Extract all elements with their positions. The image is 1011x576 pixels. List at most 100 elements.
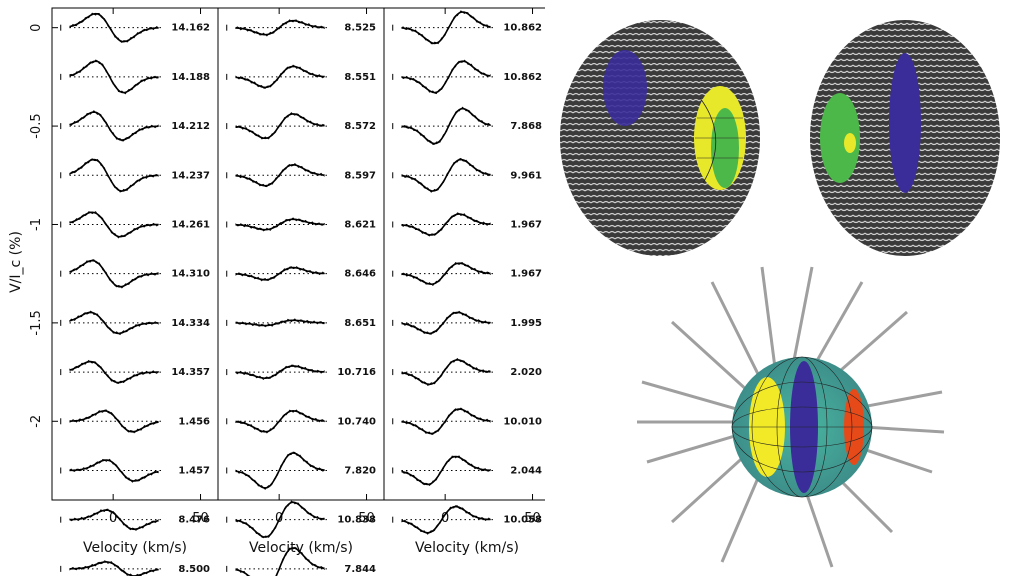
phase-label: 8.651 xyxy=(344,318,376,329)
phase-label: 8.572 xyxy=(344,121,376,132)
model-profile-line xyxy=(401,107,491,145)
y-tick-label: -2 xyxy=(29,415,44,428)
phase-label: 2.020 xyxy=(510,367,542,378)
observed-profile-line xyxy=(401,212,491,237)
observed-profile-line xyxy=(69,158,159,193)
phase-label: 10.010 xyxy=(503,416,542,427)
observed-profile-line xyxy=(69,508,159,531)
phase-label: 1.456 xyxy=(178,416,210,427)
model-profile-line xyxy=(235,218,325,231)
observed-profile-line xyxy=(235,500,325,539)
observed-profile-line xyxy=(401,261,491,286)
phase-label: 8.646 xyxy=(344,269,376,280)
phase-label: 14.237 xyxy=(171,170,210,181)
x-tick-label: 0 xyxy=(109,511,117,526)
model-profile-line xyxy=(69,111,159,141)
y-tick-label: 0 xyxy=(29,24,44,32)
observed-profile-line xyxy=(235,163,325,188)
phase-label: 7.820 xyxy=(344,465,376,476)
stokes-v-profile-chart: 0 50 Velocity (km/s) 14.162 14.188 14.212 14.2… xyxy=(8,7,545,576)
model-profile-line xyxy=(401,213,491,236)
observed-profile-line xyxy=(235,318,325,328)
magnetic-field-globe-image-2 xyxy=(810,20,1000,256)
observed-profile-line xyxy=(401,10,491,45)
observed-profile-line xyxy=(69,211,159,239)
model-profile-line xyxy=(235,409,325,433)
phase-label: 10.862 xyxy=(503,23,542,34)
x-axis-label: Velocity (km/s) xyxy=(83,540,187,556)
observed-profile-line xyxy=(401,407,491,435)
phase-label: 10.058 xyxy=(503,515,542,526)
model-profile-line xyxy=(69,60,159,94)
observed-profile-line xyxy=(235,64,325,89)
model-profile-line xyxy=(401,359,491,386)
phase-label: 14.162 xyxy=(171,23,210,34)
model-profile-line xyxy=(401,158,491,192)
model-profile-line xyxy=(401,60,491,94)
observed-profile-line xyxy=(235,546,325,576)
y-tick-label: -1.5 xyxy=(29,310,44,335)
observed-profile-line xyxy=(401,157,491,193)
phase-label: 8.525 xyxy=(344,23,376,34)
observed-profile-line xyxy=(401,357,491,386)
phase-label: 9.961 xyxy=(510,170,542,181)
observed-profile-line xyxy=(235,112,325,140)
phase-label: 7.844 xyxy=(344,564,376,575)
observed-profile-line xyxy=(69,458,159,483)
observed-profile-line xyxy=(69,560,159,576)
phase-label: 14.357 xyxy=(171,367,210,378)
magnetic-field-globe-image-1 xyxy=(560,20,760,256)
x-tick-label: 50 xyxy=(192,511,209,526)
phase-label: 1.967 xyxy=(510,219,542,230)
phase-label: 8.621 xyxy=(344,219,376,230)
phase-label: 14.310 xyxy=(171,269,210,280)
phase-label: 14.188 xyxy=(171,72,210,83)
phase-label: 1.457 xyxy=(178,465,210,476)
model-profile-line xyxy=(235,452,325,489)
observed-profile-line xyxy=(69,259,159,289)
observed-profile-line xyxy=(69,59,159,95)
x-tick-label: 50 xyxy=(358,511,375,526)
model-profile-line xyxy=(69,211,159,238)
observed-profile-line xyxy=(235,266,325,282)
model-profile-line xyxy=(69,409,159,433)
y-axis-label: V/I_c (%) xyxy=(8,231,24,293)
phase-label: 7.868 xyxy=(510,121,542,132)
panel-3: 0 50 Velocity (km/s) 10.862 10.862 7.868 9.961… xyxy=(383,7,545,556)
observed-profile-line xyxy=(401,455,491,487)
observed-profile-line xyxy=(235,364,325,381)
x-tick-label: 50 xyxy=(524,511,541,526)
model-profile-line xyxy=(69,12,159,43)
model-profile-line xyxy=(69,360,159,384)
observed-profile-line xyxy=(235,217,325,232)
phase-label: 2.044 xyxy=(510,465,542,476)
observed-profile-line xyxy=(235,451,325,490)
phase-label: 10.838 xyxy=(337,515,376,526)
phase-label: 8.476 xyxy=(178,515,210,526)
model-profile-line xyxy=(69,311,159,335)
model-profile-line xyxy=(235,501,325,538)
observed-profile-line xyxy=(401,59,491,95)
phase-label: 14.334 xyxy=(171,318,210,329)
panel-1: 0 50 Velocity (km/s) 14.162 14.188 14.212 14.2… xyxy=(51,7,219,576)
observed-profile-line xyxy=(69,359,159,385)
observed-profile-line xyxy=(69,12,159,44)
y-tick-label: -0.5 xyxy=(29,113,44,138)
x-tick-label: 0 xyxy=(441,511,449,526)
observed-profile-line xyxy=(69,110,159,142)
phase-label: 10.716 xyxy=(337,367,376,378)
phase-label: 14.212 xyxy=(171,121,210,132)
model-profile-line xyxy=(235,113,325,140)
observed-profile-line xyxy=(235,19,325,37)
model-profile-line xyxy=(401,311,491,335)
phase-label: 10.862 xyxy=(503,72,542,83)
observed-profile-line xyxy=(401,106,491,145)
chart-panels: 0 50 Velocity (km/s) 14.162 14.188 14.212 14.2… xyxy=(29,7,545,576)
observed-profile-line xyxy=(401,505,491,535)
y-axis: 0 -0.5 -1 -1.5 -2 xyxy=(29,24,58,428)
observed-profile-line xyxy=(401,310,491,335)
x-axis-label: Velocity (km/s) xyxy=(249,540,353,556)
phase-label: 8.500 xyxy=(178,564,210,575)
observed-profile-line xyxy=(69,409,159,434)
